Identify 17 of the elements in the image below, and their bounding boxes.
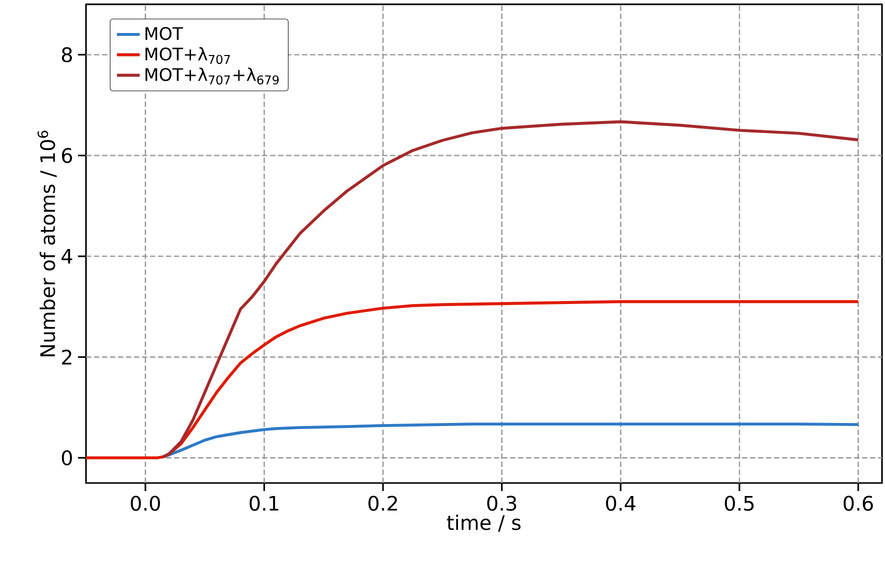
x-tick-label: 0.5	[724, 496, 754, 511]
legend-label: MOT+λ$_{707}$	[146, 47, 230, 64]
y-tick-label: 2	[62, 350, 72, 364]
x-tick-label: 0.3	[487, 496, 516, 511]
x-tick-label: 0.2	[368, 496, 397, 511]
y-axis-title: Number of atoms / 10$^{6}$	[38, 130, 57, 356]
y-tick-label: 8	[62, 47, 72, 62]
legend-label: MOT+λ$_{707}$+λ$_{679}$	[146, 68, 279, 84]
legend-label: MOT	[146, 26, 184, 40]
x-tick-label: 0.4	[606, 496, 636, 511]
y-tick-label: 6	[62, 148, 72, 164]
y-tick-label: 4	[62, 248, 72, 264]
x-axis-title: time / s	[447, 514, 521, 532]
x-tick-label: 0.1	[250, 496, 278, 511]
x-tick-label: 0.0	[130, 496, 160, 511]
x-tick-label: 0.6	[844, 496, 873, 511]
y-tick-label: 0	[62, 450, 72, 466]
